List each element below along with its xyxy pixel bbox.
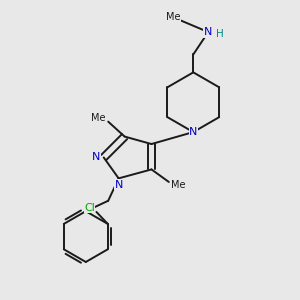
- Text: N: N: [204, 27, 212, 37]
- Text: Me: Me: [167, 13, 181, 22]
- Text: Me: Me: [171, 180, 186, 190]
- Text: Cl: Cl: [84, 203, 95, 213]
- Text: H: H: [216, 28, 224, 38]
- Text: N: N: [92, 152, 101, 163]
- Text: N: N: [189, 127, 197, 137]
- Text: Me: Me: [91, 113, 105, 123]
- Text: N: N: [115, 180, 123, 190]
